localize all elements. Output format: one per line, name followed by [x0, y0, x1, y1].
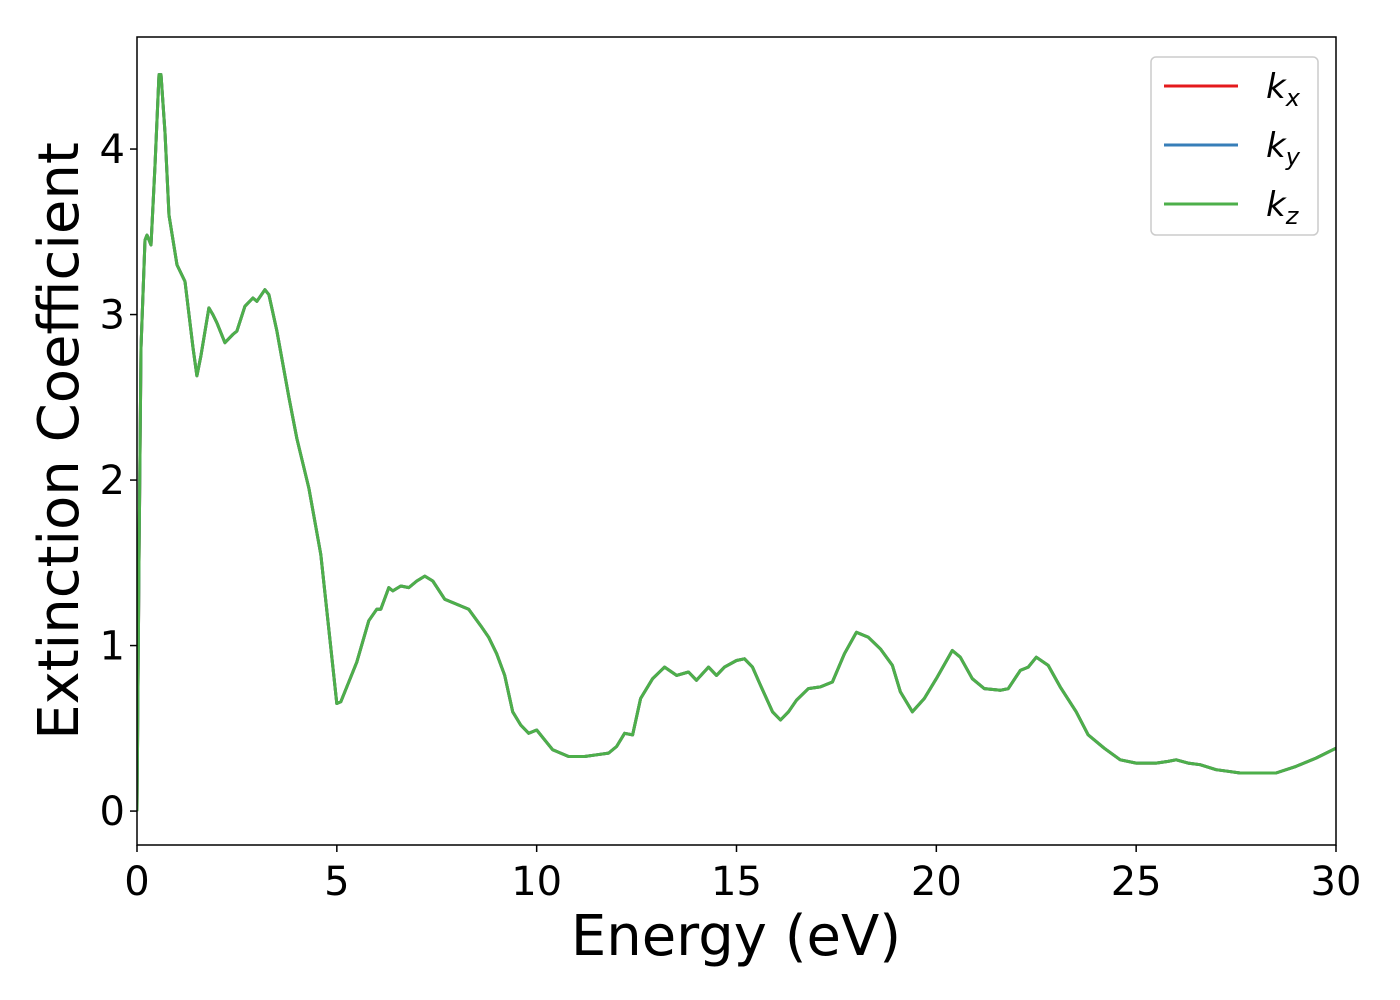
legend-label: kx [1266, 67, 1301, 112]
x-tick-label: 15 [711, 859, 762, 905]
y-tick-label: 4 [100, 127, 125, 173]
x-tick-label: 5 [324, 859, 349, 905]
legend-main: k [1266, 67, 1287, 107]
x-tick-label: 25 [1111, 859, 1162, 905]
legend-label: kz [1266, 185, 1300, 230]
y-tick-label: 2 [100, 458, 125, 504]
legend-main: k [1266, 126, 1287, 166]
legend-main: k [1266, 185, 1287, 225]
y-tick-label: 0 [100, 789, 125, 835]
legend-sub: x [1285, 84, 1301, 112]
y-axis-label: Extinction Coefficient [27, 142, 92, 740]
x-axis-label: Energy (eV) [571, 904, 901, 969]
y-tick-label: 3 [100, 293, 125, 339]
legend-sub: z [1285, 202, 1300, 230]
plot-frame [136, 36, 1337, 846]
y-tick-label: 1 [100, 624, 125, 670]
x-tick-label: 10 [511, 859, 562, 905]
legend-label: ky [1266, 126, 1301, 171]
x-tick-label: 30 [1311, 859, 1362, 905]
x-tick-label: 0 [124, 859, 149, 905]
x-tick-label: 20 [911, 859, 962, 905]
legend-sub: y [1285, 143, 1301, 171]
data-line [137, 73, 1336, 812]
